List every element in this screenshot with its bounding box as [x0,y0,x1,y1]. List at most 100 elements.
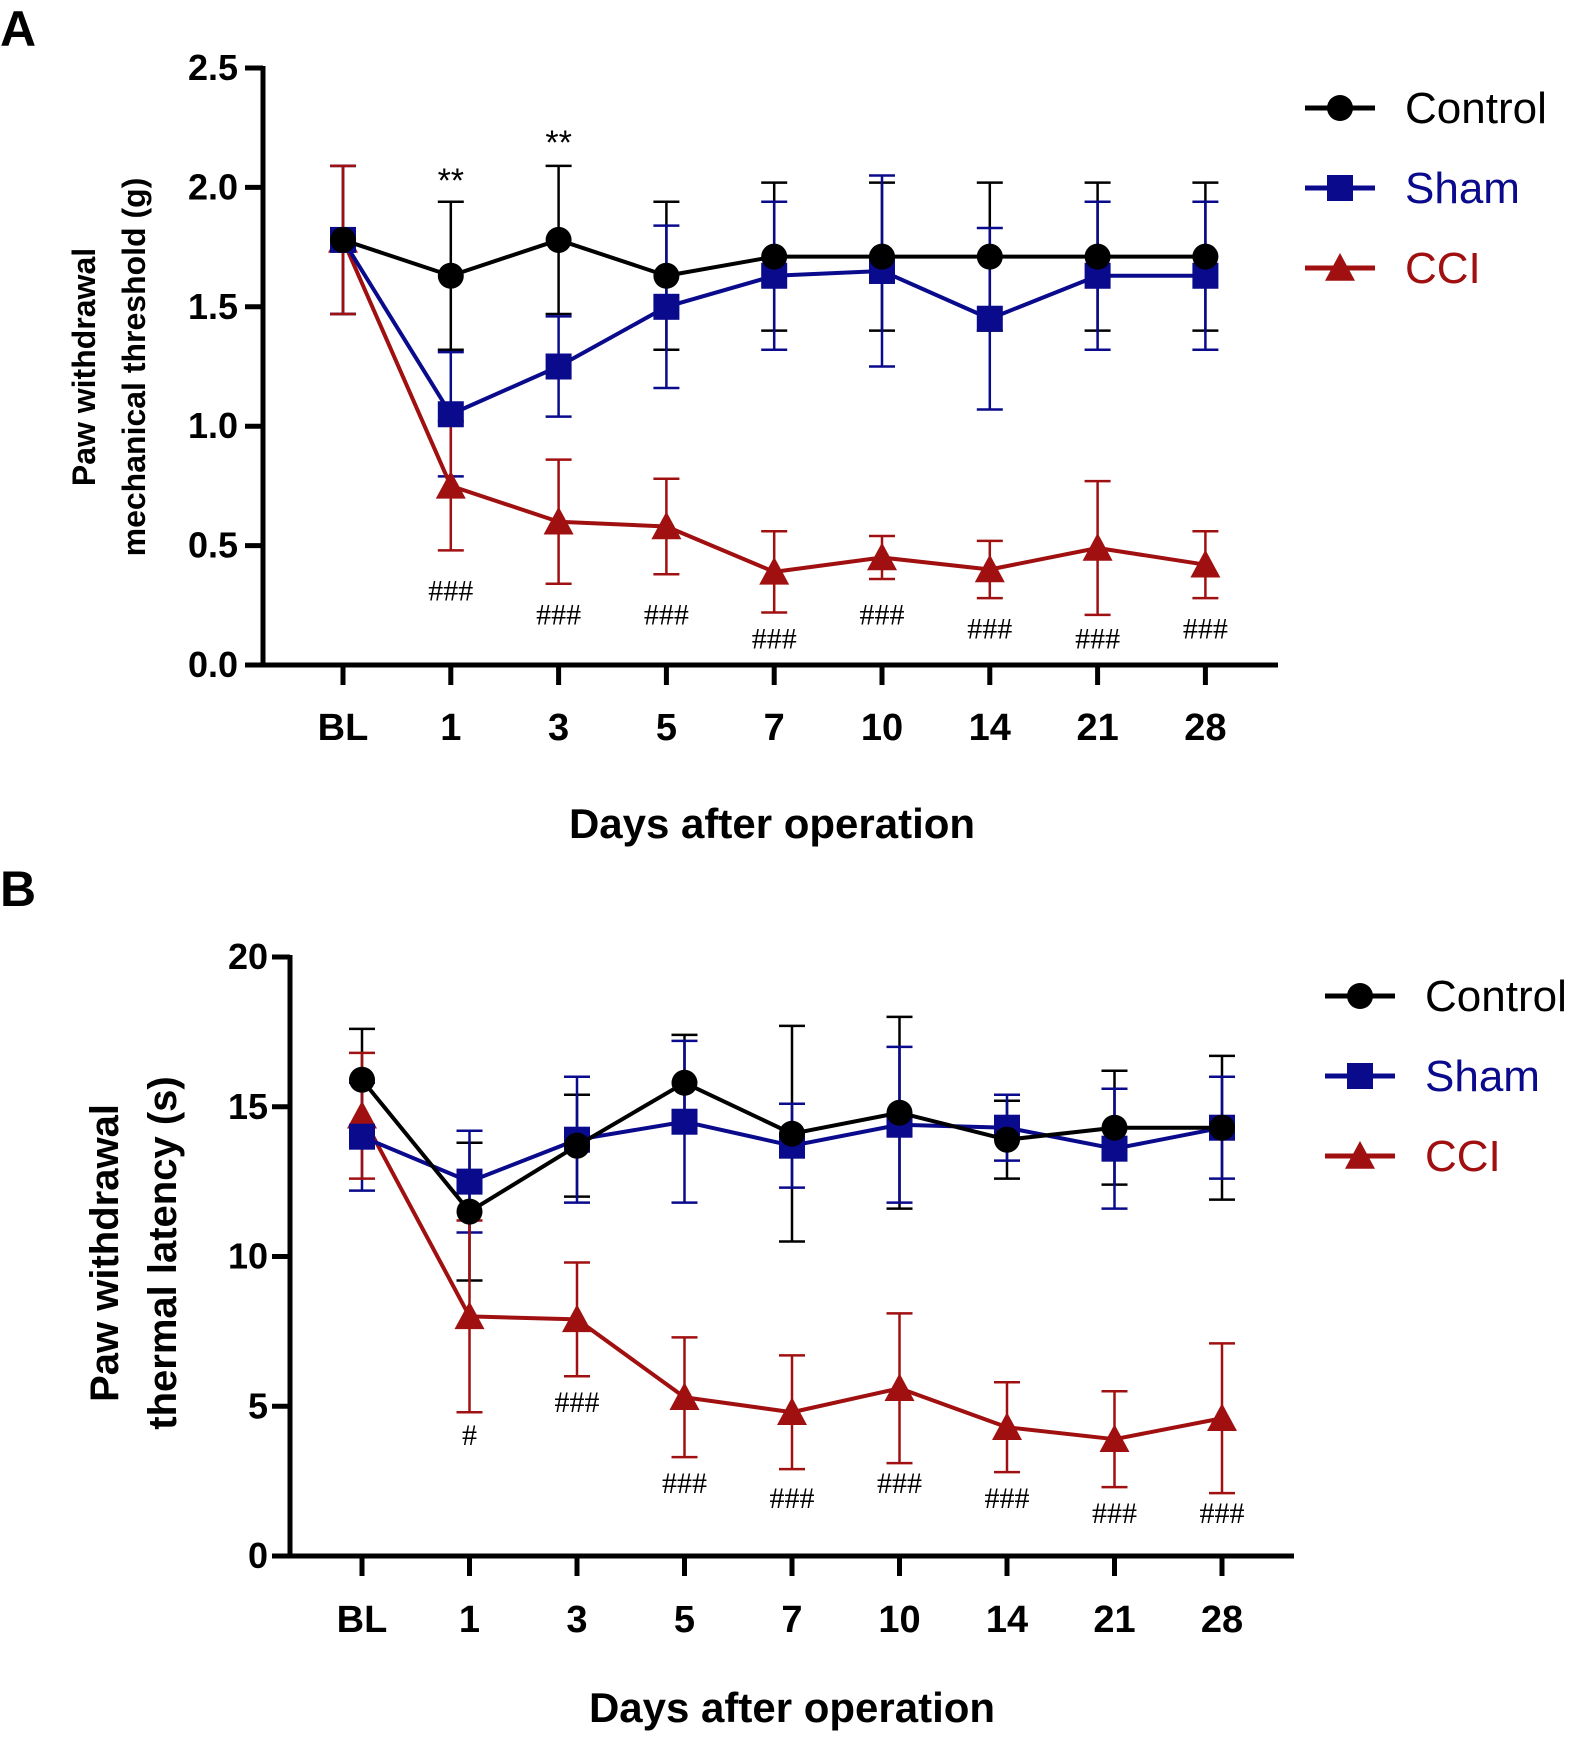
data-point-cci [1207,1403,1237,1431]
data-point-cci [974,554,1005,583]
x-tick-label: 3 [566,1599,587,1641]
significance-star-label: ** [438,162,464,200]
data-point-control [456,1198,483,1225]
legend-label-control: Control [1405,84,1547,133]
x-tick-label: BL [337,1599,388,1641]
data-point-control [437,262,464,289]
x-tick-label: 28 [1201,1599,1243,1641]
data-point-cci [347,1100,377,1129]
significance-hash-label: ### [877,1467,922,1500]
legend-label-control: Control [1425,972,1567,1021]
data-point-control [1209,1114,1235,1141]
x-tick-label: 5 [674,1599,695,1641]
y-axis-title-line: thermal latency (s) [141,1076,185,1429]
legend-label-sham: Sham [1405,164,1520,213]
data-point-cci [1099,1424,1130,1452]
x-tick-label: 7 [764,707,785,749]
panel-a: A 0.0 0.5 1.0 1.5 2.0 2.5 BL 1 3 5 7 10 14 21 28 Paw wit… [0,1,1547,847]
significance-hash-label: ### [985,1482,1030,1515]
x-tick-label: 28 [1184,707,1226,749]
legend-marker-control [1347,983,1373,1009]
significance-hash-label: ### [1200,1497,1245,1530]
y-tick-label: 5 [248,1385,268,1426]
data-point-sham [437,401,464,428]
y-tick-label: 0.0 [188,644,238,685]
significance-hash-label: ### [1092,1497,1137,1530]
panel-letter-a: A [0,1,36,57]
data-point-control [994,1126,1020,1153]
legend: Control Sham CCI [1325,972,1567,1181]
data-point-control [330,226,356,253]
legend-marker-control [1327,95,1353,121]
y-tick-label: 0.5 [188,525,238,566]
y-tick-label: 2.5 [188,47,238,88]
error-bars-sham [330,164,1219,478]
significance-hash-label: ### [536,598,581,631]
x-tick-label: 14 [986,1599,1028,1641]
y-tick-label: 15 [228,1086,268,1127]
y-tick-label: 0 [248,1535,268,1576]
y-axis-title-line: mechanical threshold (g) [116,178,152,557]
y-tick-label: 1.0 [188,405,238,446]
x-tick-label: 21 [1076,707,1118,749]
x-tick-label: 1 [459,1599,480,1641]
panel-b: B 0 5 10 15 20 BL 1 3 5 7 10 14 21 28 Paw withdrawal the… [0,861,1567,1731]
data-point-cci [669,1382,700,1411]
data-point-cci [1190,549,1221,578]
data-point-cci [435,470,466,499]
x-tick-label: 5 [656,707,677,749]
significance-hash-label: ### [1183,613,1228,646]
data-point-control [761,243,788,270]
x-axis-title: Days after operation [589,1684,995,1731]
data-point-cci [651,511,682,540]
data-point-control [545,226,572,253]
significance-hash-label: ### [752,622,797,655]
x-axis-title: Days after operation [569,800,975,847]
significance-hash-label: ### [770,1482,815,1515]
data-point-control [886,1099,913,1126]
y-axis-title-line: Paw withdrawal [83,1104,127,1402]
data-point-sham [671,1108,698,1135]
x-tick-label: 3 [548,707,569,749]
significance-hash-label: ### [555,1386,600,1419]
legend-label-cci: CCI [1425,1132,1501,1181]
significance-hash-label: ### [860,598,905,631]
data-point-control [564,1132,590,1159]
legend-marker-sham [1327,175,1353,201]
legend-marker-cci [1345,1141,1375,1169]
data-point-control [653,262,680,289]
legend-marker-cci [1325,253,1355,281]
y-axis-title-line: Paw withdrawal [66,248,102,486]
data-point-control [976,243,1003,270]
significance-hash-label: ### [428,575,473,608]
data-point-sham [456,1168,483,1195]
data-point-cci [759,556,790,585]
y-axis-title: Paw withdrawal thermal latency (s) [83,1076,185,1429]
x-tick-label: 1 [440,707,461,749]
data-point-control [1192,243,1219,270]
data-point-sham [653,293,680,320]
data-point-control [349,1066,375,1093]
data-point-control [1084,243,1111,270]
data-point-cci [777,1397,807,1425]
x-tick-label: BL [318,707,369,749]
legend-marker-sham [1347,1063,1373,1089]
data-point-cci [543,506,574,535]
significance-hash-label: # [462,1419,477,1452]
y-tick-label: 20 [228,936,268,977]
x-tick-label: 14 [969,707,1011,749]
data-point-cci [884,1373,915,1402]
y-tick-label: 10 [228,1236,268,1277]
significance-star-label: ** [545,124,571,162]
data-point-sham [349,1123,375,1150]
x-tick-label: 10 [861,707,903,749]
data-point-control [1101,1114,1128,1141]
panel-letter-b: B [0,861,36,917]
data-point-cci [867,542,897,571]
significance-hash-label: ### [662,1467,707,1500]
significance-hash-label: ### [1075,622,1120,655]
significance-hash-label: ### [644,598,689,631]
legend-label-sham: Sham [1425,1052,1540,1101]
legend-label-cci: CCI [1405,244,1481,293]
